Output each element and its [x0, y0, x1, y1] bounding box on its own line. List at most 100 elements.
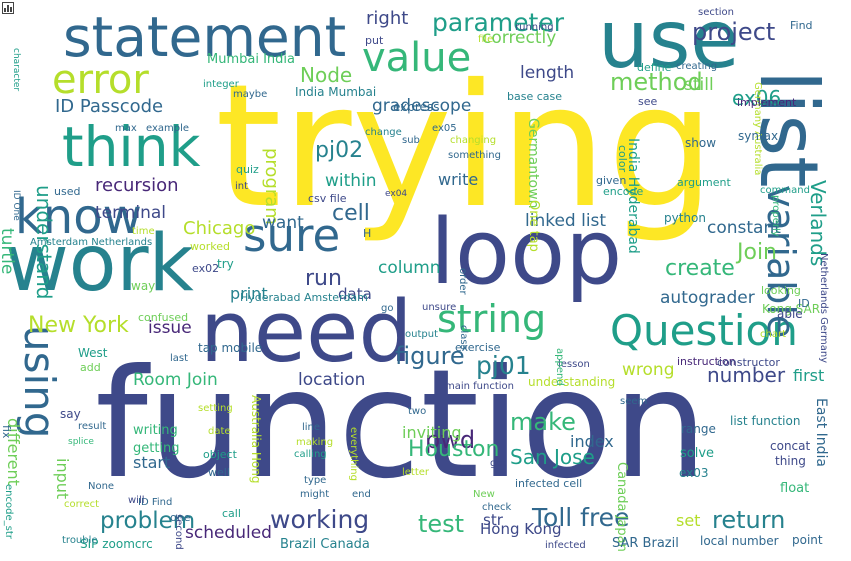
word-last: last [170, 353, 189, 364]
word-location: location [298, 370, 366, 390]
word-sip-zoomcrc: SIP zoomcrc [80, 537, 153, 551]
word-san-jose: San Jose [510, 445, 595, 469]
word-instruction: instruction [677, 355, 736, 368]
word-chicago: Chicago [183, 218, 256, 239]
word-east-india: East India [813, 398, 829, 468]
word-order: order [457, 268, 468, 295]
word-question: Question [610, 306, 798, 355]
word-houston: Houston [408, 437, 500, 462]
word-show: show [685, 136, 717, 150]
word-python: python [664, 211, 706, 225]
word-express: express [393, 100, 440, 114]
word-error: error [52, 57, 149, 103]
word-max: max [115, 123, 137, 134]
word-function: function [95, 338, 708, 512]
word-add: add [80, 361, 101, 374]
word-well: well [208, 466, 230, 479]
word-ex03: ex03 [679, 466, 709, 480]
word-str: str [483, 511, 503, 529]
word-integer: integer [203, 79, 239, 90]
word-got: got [490, 458, 507, 469]
word-way: way [131, 279, 156, 293]
word-netherlands-germany: Netherlands Germany [818, 253, 829, 364]
word-understanding: understanding [528, 375, 616, 389]
word-h: H [363, 227, 372, 240]
word-one-tap: One tap [526, 200, 541, 252]
word-scheduled: scheduled [185, 523, 272, 543]
word-loop: loop [430, 200, 623, 305]
word-setting: setting [198, 403, 233, 414]
word-encode-str: encode_str [3, 484, 14, 539]
word-splice: splice [68, 437, 94, 447]
word-letter: letter [402, 467, 430, 478]
word-maybe: maybe [233, 89, 268, 100]
word-working: working [270, 505, 370, 534]
word-statement: statement [63, 5, 347, 69]
word-able: able [777, 307, 803, 321]
word-using: using [15, 325, 64, 439]
word-wrong: wrong [622, 360, 675, 380]
word-turtle: turtle [0, 228, 17, 275]
word-main-function: main function [445, 381, 515, 392]
word-two: two [408, 406, 427, 417]
word-problem: problem [100, 508, 196, 534]
word-output: output [405, 329, 438, 340]
word-used: used [54, 185, 81, 198]
word-id: ID [798, 297, 810, 310]
word-kong-sar: Kong SAR [762, 302, 821, 316]
word-check: check [482, 502, 512, 513]
word-gradescope: gradescope [372, 96, 472, 116]
word-still: still [684, 75, 714, 95]
word-int: int [235, 181, 249, 192]
word-trouble: trouble [62, 535, 98, 546]
word-date: date [208, 426, 231, 437]
word-seem: seem [620, 396, 648, 407]
word-example: example [146, 123, 190, 134]
word-time: time [132, 226, 155, 237]
word-inviting: inviting [402, 423, 462, 442]
word-id-passcode: ID Passcode [55, 96, 164, 117]
word-change: change [365, 127, 402, 138]
word-range: range [681, 422, 716, 436]
word-run: run [305, 266, 342, 291]
word-linked-list: linked list [525, 211, 607, 231]
word-object: object [203, 448, 237, 461]
word-new: New [473, 489, 495, 500]
word-column: column [378, 258, 441, 278]
word-new-york: New York [28, 313, 129, 338]
word-something: something [448, 150, 501, 161]
word-put: put [365, 34, 384, 47]
word-worked: worked [190, 240, 230, 253]
word-section: section [698, 7, 735, 18]
word-write: write [438, 170, 479, 189]
word-define: define [637, 61, 672, 74]
word-pj01: pj01 [476, 351, 531, 380]
word-index: index [570, 432, 614, 451]
word-terminal: terminal [95, 203, 167, 223]
word-none: None [88, 481, 115, 492]
word-west: West [78, 346, 108, 360]
word-running: running [515, 22, 554, 33]
word-hyderabad-amsterdam: Hyderabad Amsterdam [240, 291, 368, 304]
word-file: file [478, 34, 494, 45]
word-everything: everything [348, 427, 359, 481]
word-class: class [458, 325, 469, 350]
word-within: within [325, 171, 377, 191]
word-pwd: pwd [425, 426, 476, 454]
word-making: making [296, 437, 334, 448]
word-australia-hong: Australia Hong [249, 395, 263, 484]
word-length: length [520, 63, 575, 83]
word-figure: figure [395, 342, 465, 370]
word-right: right [366, 8, 409, 29]
word-given: given [596, 174, 627, 187]
word-command: command [760, 185, 810, 196]
word-getting: getting [133, 441, 180, 456]
word-solve: solve [680, 446, 715, 461]
word-see: see [638, 95, 658, 108]
word-result: result [78, 421, 107, 432]
word-string: string [437, 297, 547, 341]
word-make: make [510, 408, 576, 436]
word-call: call [222, 507, 241, 520]
word-project: project [692, 18, 776, 46]
